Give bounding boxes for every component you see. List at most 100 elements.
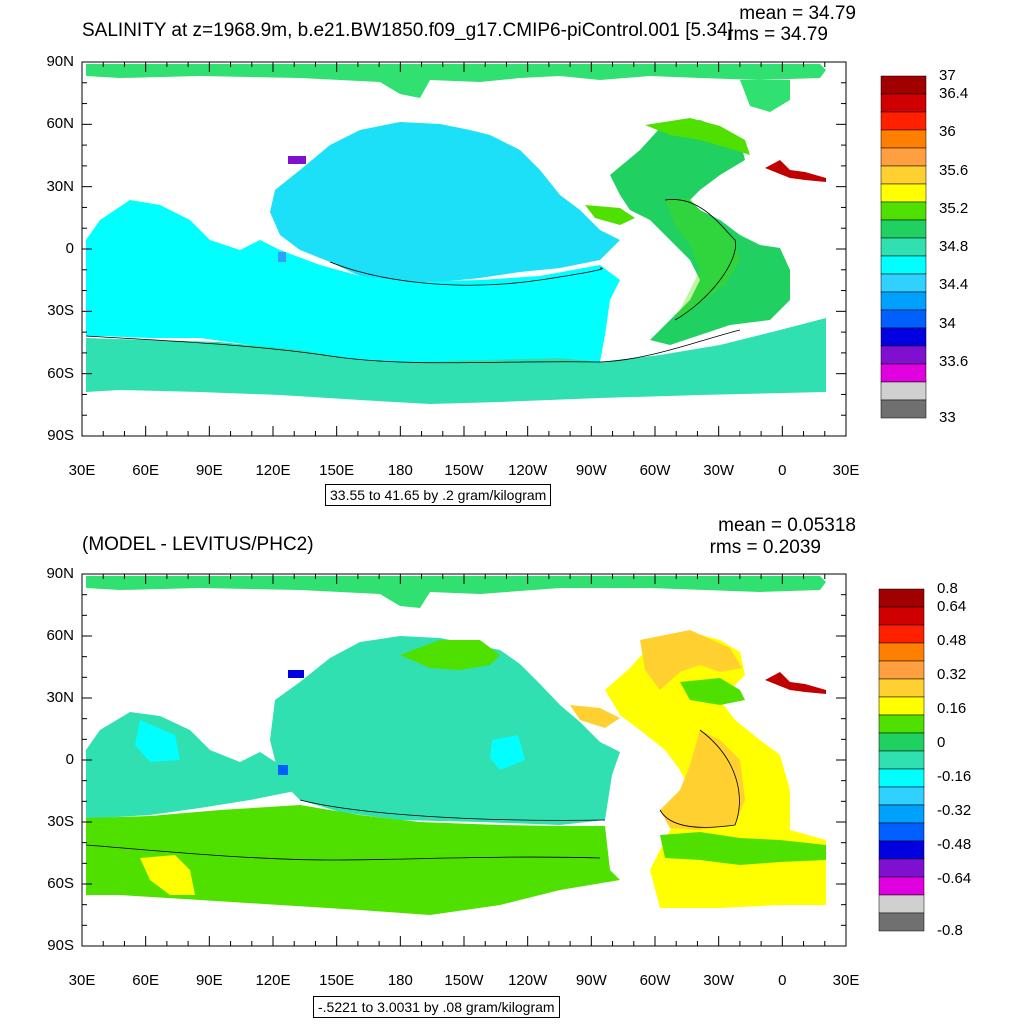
lon-label: 30W [703,972,735,989]
colorbar-swatch [878,732,925,752]
panel1-arctic-ocean [86,64,826,98]
colorbar-swatch [878,822,925,842]
panel2-contour-south [85,844,601,861]
colorbar-swatch [878,660,925,680]
colorbar-swatch [878,804,925,824]
colorbar-label: 35.2 [939,199,969,217]
panel2-contour-pacific [299,799,606,821]
colorbar-swatch [880,165,927,185]
colorbar-swatch [880,129,927,149]
panel2-north-pacific [270,636,620,825]
panel2-japan-sea [288,670,304,678]
panel1-contour-atlantic [664,199,736,321]
colorbar-label: -0.16 [937,768,972,785]
colorbar-swatch [878,588,925,608]
colorbar-swatch [878,840,925,860]
lon-label: 30E [832,462,860,479]
lat-label: 60S [47,364,74,382]
panel1-gulf [585,205,635,225]
lat-label: 60N [46,115,74,133]
panel2-mean: mean = 0.05318 [718,515,856,536]
colorbar-label: -0.32 [937,802,972,819]
lon-label: 150W [444,462,484,479]
lon-label: 0 [778,972,787,989]
lon-label: 120W [508,462,548,479]
lon-label: 150E [319,462,355,479]
lat-label: 90S [47,937,74,954]
lat-label: 30N [46,689,74,706]
lon-label: 90E [195,462,223,479]
colorbar-swatch [880,93,927,113]
colorbar-swatch [880,183,927,203]
panel1-title: SALINITY at z=1968.9m, b.e21.BW1850.f09_… [82,20,733,41]
panel1-rms: rms = 34.79 [727,24,828,45]
panel2-southern-yellow-patch [140,855,195,895]
panel2-mediterranean [765,672,826,694]
panel2-south-atlantic-green [660,832,826,865]
colorbar-swatch [880,75,927,95]
lon-label: 90W [575,462,607,479]
panel1-contour-south [85,329,741,364]
lon-label: 180 [387,462,413,479]
lon-label: 120E [255,462,291,479]
colorbar-swatch [880,255,927,275]
panel2-title: (MODEL - LEVITUS/PHC2) [82,534,314,555]
colorbar-label: 33.6 [939,352,969,370]
panel2-indonesia-patch [278,765,288,775]
panel2-arctic-ocean [86,576,826,608]
panel2-indian-cyan-patch [135,720,180,762]
lon-label: 60W [639,462,671,479]
colorbar-swatch [880,201,927,221]
lat-label: 0 [65,751,74,768]
lat-label: 30N [46,177,74,195]
lon-label: 150W [444,972,484,989]
panel1-mediterranean [765,160,826,182]
panel2-range-label: -.5221 to 3.0031 by .08 gram/kilogram [313,996,560,1018]
lon-label: 30W [703,462,735,479]
colorbar-swatch [880,327,927,347]
colorbar-swatch [878,786,925,806]
panel1-range-label: 33.55 to 41.65 by .2 gram/kilogram [325,484,552,506]
colorbar-swatch [878,696,925,716]
panel2-map [85,576,826,915]
panel2-ne-atlantic-green [680,678,745,705]
panel2-ticks [81,573,847,947]
lon-label: 60E [132,462,159,479]
colorbar-label: 0 [937,734,946,751]
colorbar-swatch [878,858,925,878]
lon-label: 120W [508,972,548,989]
lon-label: 30E [68,462,96,479]
lon-label: 180 [387,972,413,989]
colorbar-swatch [878,624,925,644]
panel1-labrador [645,118,750,155]
colorbar-label: 36.4 [939,85,969,102]
panel1-nordic-seas [740,80,790,112]
panel1-japan-sea [288,156,306,164]
panel1-atlantic [610,120,790,345]
colorbar-swatch [880,363,927,383]
panel1-ticks [81,61,847,437]
colorbar-swatch [880,381,927,401]
lon-label: 150E [319,972,355,989]
colorbar-swatch [880,273,927,293]
colorbar-swatch [880,291,927,311]
colorbar-label: 34.8 [939,238,969,255]
panel2-rms: rms = 0.2039 [709,537,821,558]
colorbar-label: 37 [939,67,956,84]
colorbar-label: -0.48 [937,836,972,853]
lat-label: 90S [47,427,74,444]
colorbar-swatch [880,147,927,167]
colorbar-swatch [878,894,925,914]
colorbar-swatch [878,912,925,932]
panel2-gulf [570,705,620,728]
colorbar-label: 35.6 [939,161,969,179]
lon-label: 120E [255,972,291,989]
colorbar-label: -0.8 [937,922,963,939]
lat-label: 60N [46,627,74,644]
lat-label: 30S [47,302,74,320]
lat-label: 90N [46,565,74,582]
colorbar-swatch [880,237,927,257]
lon-label: 90W [575,972,607,989]
lat-label: 0 [65,240,74,257]
panel1-southern-ocean-band [86,318,826,404]
